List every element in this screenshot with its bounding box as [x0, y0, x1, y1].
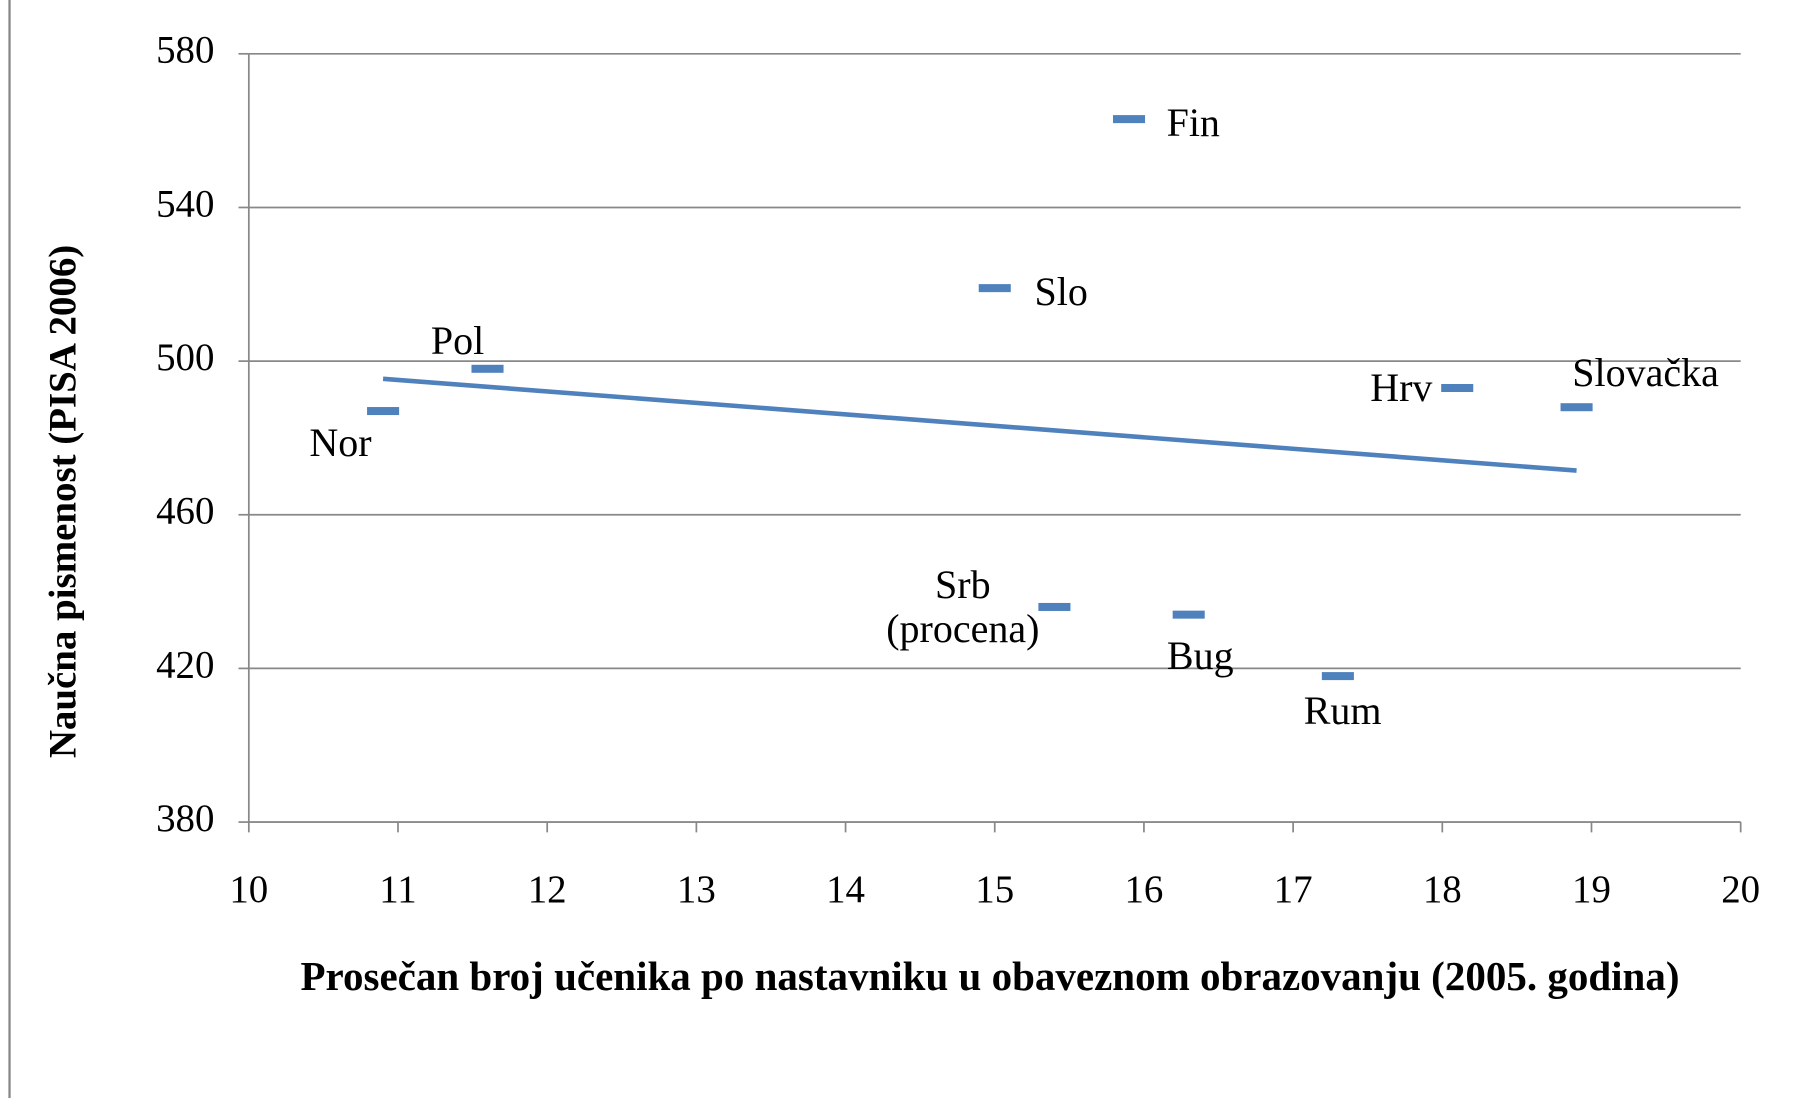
point-label: Srb (procena) — [886, 562, 1040, 652]
x-tick-label: 17 — [1274, 868, 1313, 911]
point-label: Slo — [1034, 268, 1088, 314]
point-marker — [1038, 602, 1071, 611]
point-label: Pol — [430, 318, 485, 364]
x-tick-label: 13 — [677, 868, 716, 911]
point-label: Hrv — [1370, 365, 1433, 411]
y-tick-label: 380 — [156, 797, 214, 840]
y-tick-label: 460 — [156, 490, 214, 533]
x-tick-label: 20 — [1721, 868, 1760, 911]
point-marker — [1560, 403, 1593, 412]
y-tick-label: 580 — [156, 29, 214, 72]
x-tick-label: 15 — [975, 868, 1014, 911]
point-marker — [471, 364, 504, 373]
x-axis-title: Prosečan broj učenika po nastavniku u ob… — [300, 953, 1680, 999]
point-marker — [367, 407, 400, 416]
point-label: Rum — [1303, 687, 1382, 733]
y-tick-label: 420 — [156, 643, 214, 686]
trendline — [382, 376, 1577, 473]
chart-frame — [8, 0, 11, 1098]
x-tick-label: 18 — [1423, 868, 1462, 911]
point-marker — [1112, 115, 1146, 124]
point-marker — [978, 284, 1011, 293]
point-marker — [1321, 672, 1354, 681]
y-tick-label: 540 — [156, 182, 214, 225]
x-tick-label: 14 — [826, 868, 865, 911]
x-tick-label: 12 — [528, 868, 567, 911]
point-marker — [1172, 610, 1205, 619]
point-label: Fin — [1166, 99, 1220, 145]
point-label: Slovačka — [1572, 350, 1719, 395]
point-label: Bug — [1166, 633, 1234, 679]
x-tick-label: 16 — [1124, 868, 1163, 911]
point-marker — [1441, 383, 1474, 393]
y-axis-title: Naučna pismenost (PISA 2006) — [42, 245, 85, 758]
point-label: Nor — [309, 420, 372, 466]
x-tick-label: 10 — [229, 868, 268, 911]
x-tick-label: 11 — [379, 868, 416, 911]
y-tick-label: 500 — [156, 336, 214, 379]
x-tick-label: 19 — [1572, 868, 1611, 911]
